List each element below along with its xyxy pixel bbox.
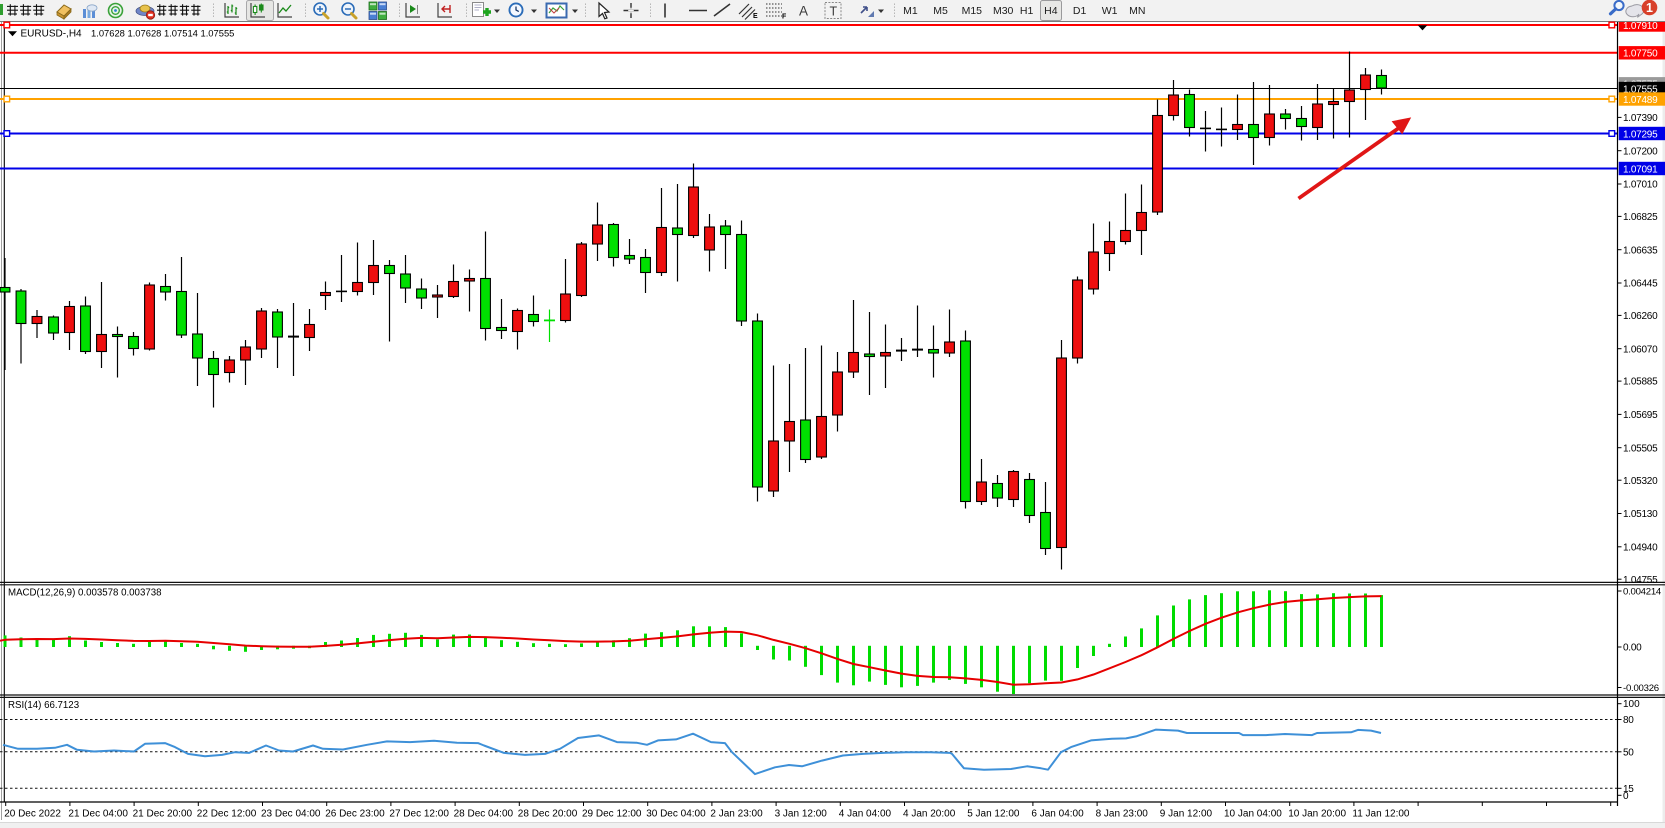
svg-text:29 Dec 12:00: 29 Dec 12:00 bbox=[582, 809, 642, 820]
svg-text:27 Dec 12:00: 27 Dec 12:00 bbox=[389, 809, 449, 820]
svg-text:1.05505: 1.05505 bbox=[1623, 443, 1658, 454]
svg-text:0.00: 0.00 bbox=[1623, 643, 1642, 654]
svg-text:4 Jan 20:00: 4 Jan 20:00 bbox=[903, 809, 956, 820]
svg-text:F: F bbox=[782, 14, 787, 21]
svg-text:D1: D1 bbox=[1073, 5, 1087, 17]
svg-text:22 Dec 12:00: 22 Dec 12:00 bbox=[197, 809, 257, 820]
svg-text:EURUSD-,H4: EURUSD-,H4 bbox=[21, 29, 83, 40]
svg-text:1.07200: 1.07200 bbox=[1623, 146, 1658, 157]
svg-text:A: A bbox=[799, 4, 808, 19]
svg-text:1.07910: 1.07910 bbox=[1623, 21, 1658, 32]
svg-text:M5: M5 bbox=[933, 5, 948, 17]
svg-text:80: 80 bbox=[1623, 715, 1634, 726]
svg-text:1.05695: 1.05695 bbox=[1623, 410, 1658, 421]
svg-text:28 Dec 20:00: 28 Dec 20:00 bbox=[518, 809, 578, 820]
svg-text:28 Dec 04:00: 28 Dec 04:00 bbox=[454, 809, 514, 820]
svg-text:3 Jan 12:00: 3 Jan 12:00 bbox=[775, 809, 828, 820]
svg-text:21 Dec 04:00: 21 Dec 04:00 bbox=[68, 809, 128, 820]
svg-text:1.04940: 1.04940 bbox=[1623, 542, 1658, 553]
svg-text:RSI(14) 66.7123: RSI(14) 66.7123 bbox=[8, 700, 79, 711]
svg-text:1.06260: 1.06260 bbox=[1623, 311, 1658, 322]
svg-text:M1: M1 bbox=[903, 5, 918, 17]
svg-text:30 Dec 04:00: 30 Dec 04:00 bbox=[646, 809, 706, 820]
svg-text:M15: M15 bbox=[962, 5, 983, 17]
svg-text:9 Jan 12:00: 9 Jan 12:00 bbox=[1160, 809, 1213, 820]
svg-text:H1: H1 bbox=[1020, 5, 1034, 17]
svg-text:MN: MN bbox=[1129, 5, 1145, 17]
svg-text:26 Dec 23:00: 26 Dec 23:00 bbox=[325, 809, 385, 820]
svg-text:1: 1 bbox=[1646, 1, 1653, 15]
svg-text:8 Jan 23:00: 8 Jan 23:00 bbox=[1096, 809, 1149, 820]
svg-text:10 Jan 04:00: 10 Jan 04:00 bbox=[1224, 809, 1282, 820]
svg-text:21 Dec 20:00: 21 Dec 20:00 bbox=[133, 809, 193, 820]
svg-text:23 Dec 04:00: 23 Dec 04:00 bbox=[261, 809, 321, 820]
svg-text:1.07010: 1.07010 bbox=[1623, 180, 1658, 191]
svg-text:1.05130: 1.05130 bbox=[1623, 509, 1658, 520]
svg-text:-0.00326: -0.00326 bbox=[1623, 683, 1659, 694]
svg-text:10 Jan 20:00: 10 Jan 20:00 bbox=[1288, 809, 1346, 820]
svg-text:1.07628 1.07628 1.07514 1.0755: 1.07628 1.07628 1.07514 1.07555 bbox=[91, 28, 234, 39]
svg-text:1.05320: 1.05320 bbox=[1623, 476, 1658, 487]
svg-text:1.06825: 1.06825 bbox=[1623, 212, 1658, 223]
svg-text:1.07390: 1.07390 bbox=[1623, 113, 1658, 124]
svg-text:E: E bbox=[753, 13, 758, 20]
svg-text:2 Jan 23:00: 2 Jan 23:00 bbox=[710, 809, 763, 820]
svg-text:1.07489: 1.07489 bbox=[1623, 95, 1658, 106]
svg-text:H4: H4 bbox=[1044, 5, 1058, 17]
svg-text:MACD(12,26,9) 0.003578 0.00373: MACD(12,26,9) 0.003578 0.003738 bbox=[8, 587, 162, 598]
svg-text:1.06635: 1.06635 bbox=[1623, 245, 1658, 256]
svg-text:100: 100 bbox=[1623, 699, 1640, 710]
svg-text:5 Jan 12:00: 5 Jan 12:00 bbox=[967, 809, 1020, 820]
svg-text:1.07091: 1.07091 bbox=[1623, 164, 1658, 175]
svg-text:15: 15 bbox=[1623, 784, 1634, 795]
svg-text:1.07750: 1.07750 bbox=[1623, 49, 1658, 60]
svg-text:M30: M30 bbox=[993, 5, 1014, 17]
svg-text:50: 50 bbox=[1623, 747, 1634, 758]
svg-text:0: 0 bbox=[1623, 791, 1629, 802]
svg-text:11 Jan 12:00: 11 Jan 12:00 bbox=[1352, 809, 1410, 820]
svg-text:1.07555: 1.07555 bbox=[1623, 84, 1658, 95]
svg-text:T: T bbox=[830, 5, 838, 19]
svg-text:1.04755: 1.04755 bbox=[1623, 575, 1658, 586]
svg-text:1.07295: 1.07295 bbox=[1623, 129, 1658, 140]
svg-text:W1: W1 bbox=[1102, 5, 1118, 17]
svg-text:6 Jan 04:00: 6 Jan 04:00 bbox=[1031, 809, 1084, 820]
svg-text:20 Dec 2022: 20 Dec 2022 bbox=[4, 809, 61, 820]
svg-text:1.06445: 1.06445 bbox=[1623, 279, 1658, 290]
svg-text:1.06070: 1.06070 bbox=[1623, 344, 1658, 355]
svg-text:0.004214: 0.004214 bbox=[1623, 587, 1662, 598]
svg-text:4 Jan 04:00: 4 Jan 04:00 bbox=[839, 809, 892, 820]
svg-text:1.05885: 1.05885 bbox=[1623, 377, 1658, 388]
